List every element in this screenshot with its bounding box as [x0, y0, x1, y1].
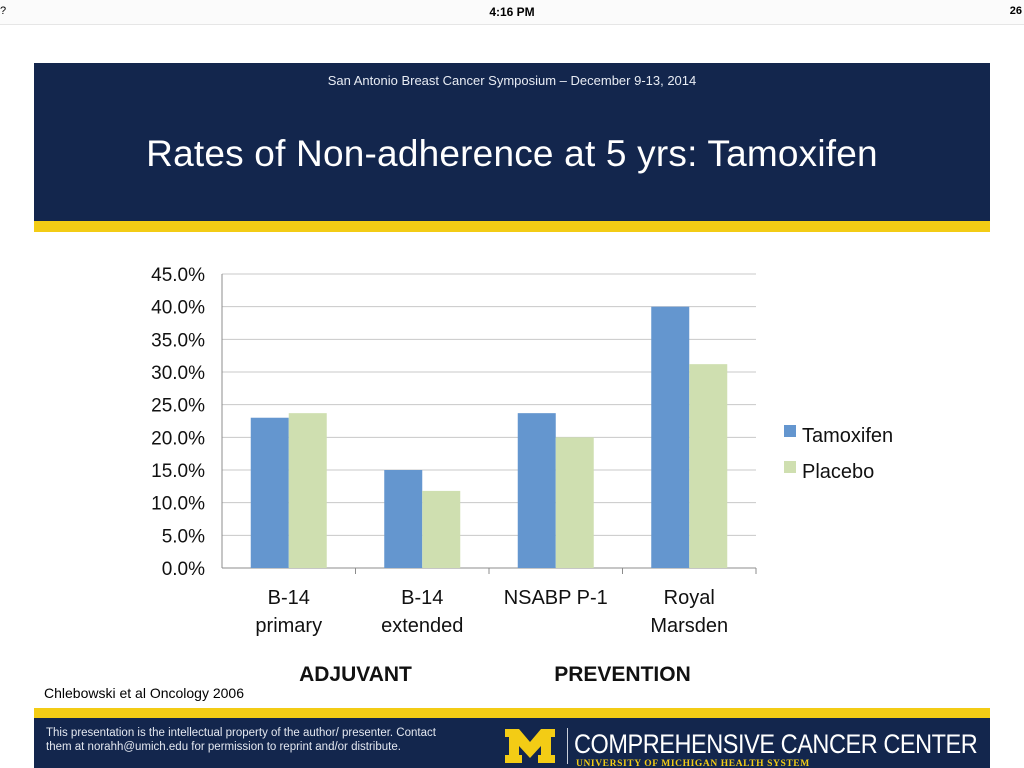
organization-name: COMPREHENSIVE CANCER CENTER: [574, 729, 978, 759]
y-tick-label: 35.0%: [151, 330, 205, 351]
status-left-text: ?: [0, 5, 7, 17]
citation: Chlebowski et al Oncology 2006: [44, 685, 245, 701]
y-tick-label: 10.0%: [151, 494, 205, 515]
legend-swatch: [784, 461, 796, 473]
bar-tamoxifen: [517, 413, 556, 568]
slide-footer: This presentation is the intellectual pr…: [34, 718, 990, 768]
y-tick-label: 30.0%: [151, 363, 205, 384]
bar-placebo: [689, 364, 728, 568]
y-tick-label: 15.0%: [151, 461, 205, 482]
group-label: PREVENTION: [554, 663, 691, 686]
y-tick-label: 40.0%: [151, 298, 205, 319]
group-label: ADJUVANT: [299, 663, 412, 686]
slide-title: Rates of Non-adherence at 5 yrs: Tamoxif…: [146, 133, 878, 174]
bar-placebo: [555, 437, 594, 568]
y-tick-label: 20.0%: [151, 428, 205, 449]
category-label: Royal: [664, 587, 715, 609]
legend-swatch: [784, 425, 796, 437]
slide-header: San Antonio Breast Cancer Symposium – De…: [34, 63, 990, 221]
category-label: B-14: [268, 587, 310, 609]
y-tick-label: 25.0%: [151, 396, 205, 417]
footer-accent-rule: [34, 708, 990, 718]
y-tick-label: 45.0%: [151, 265, 205, 286]
category-label: NSABP P-1: [504, 587, 608, 609]
copyright-note: This presentation is the intellectual pr…: [46, 727, 436, 753]
category-label: primary: [255, 615, 322, 637]
category-label: Marsden: [650, 615, 728, 637]
header-accent-rule: [34, 221, 990, 232]
y-tick-label: 0.0%: [162, 559, 205, 580]
status-right-text: 26: [1009, 5, 1022, 17]
bar-placebo: [422, 490, 461, 568]
block-m-logo-icon: [505, 729, 555, 763]
legend-label: Placebo: [802, 461, 874, 483]
footer-divider: [567, 728, 568, 764]
category-label: B-14: [401, 587, 443, 609]
category-label: extended: [381, 615, 463, 637]
bar-tamoxifen: [250, 417, 289, 568]
legend-label: Tamoxifen: [802, 425, 893, 447]
bar-placebo: [288, 413, 327, 568]
bar-tamoxifen: [651, 306, 690, 568]
bar-tamoxifen: [384, 470, 423, 568]
status-bar: ? 4:16 PM 26: [0, 0, 1024, 25]
conference-subtitle: San Antonio Breast Cancer Symposium – De…: [327, 73, 697, 88]
status-time: 4:16 PM: [489, 5, 535, 19]
y-tick-label: 5.0%: [162, 526, 205, 547]
organization-subtitle: UNIVERSITY OF MICHIGAN HEALTH SYSTEM: [576, 759, 810, 768]
